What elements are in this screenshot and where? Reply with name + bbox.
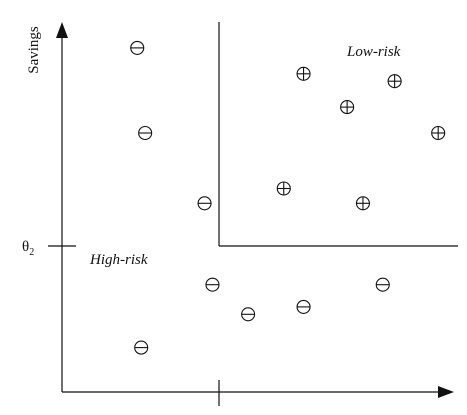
theta-subscript: 2 (29, 247, 34, 258)
minus-marker (241, 307, 256, 322)
high-risk-label: High-risk (89, 252, 148, 268)
theta2-label: θ2 (22, 239, 34, 258)
low-risk-label: Low-risk (346, 44, 401, 60)
data-markers (130, 40, 446, 355)
minus-marker (197, 196, 212, 211)
plus-marker (355, 196, 371, 211)
plus-marker (276, 181, 291, 196)
plus-marker (340, 100, 355, 115)
x-axis-arrowhead (438, 386, 454, 398)
plus-marker (387, 74, 402, 89)
minus-marker (138, 125, 153, 141)
minus-marker (130, 40, 145, 55)
minus-marker (375, 277, 390, 292)
y-axis-label: Savings (26, 26, 42, 74)
minus-marker (205, 277, 220, 292)
theta-symbol: θ (22, 239, 29, 255)
plus-marker (431, 125, 446, 141)
minus-marker (296, 299, 311, 314)
plus-marker (296, 66, 311, 81)
y-axis-arrowhead (56, 22, 68, 38)
minus-marker (134, 340, 149, 355)
